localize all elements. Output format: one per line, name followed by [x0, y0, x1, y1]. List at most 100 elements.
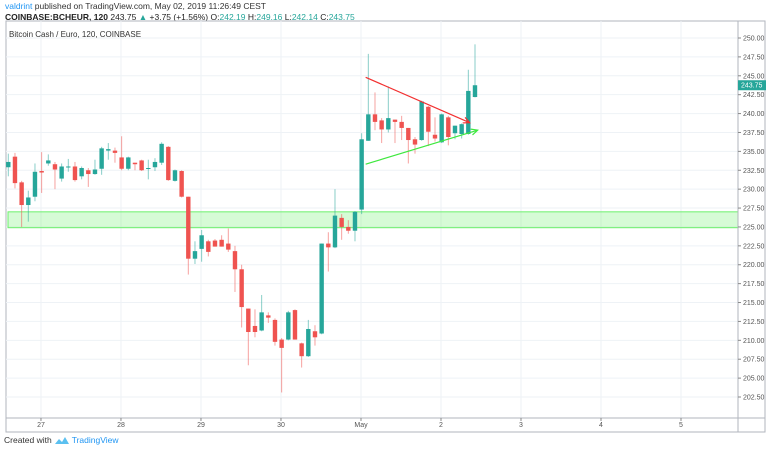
candle-body-down	[339, 217, 344, 227]
candle-body-down	[72, 166, 78, 181]
candle-body-down	[52, 164, 58, 170]
candle-body-down	[119, 157, 124, 169]
candle-body-down	[266, 315, 271, 318]
candle-body-up	[419, 101, 424, 141]
candle-body-down	[392, 119, 398, 122]
y-tick-label: 215.00	[743, 300, 765, 307]
candle-body-down	[39, 171, 44, 173]
y-tick-label: 220.00	[743, 262, 765, 269]
candle-body-down	[326, 243, 331, 248]
y-tick-label: 225.00	[743, 224, 765, 231]
candle-body-down	[446, 117, 451, 138]
candle-body-down	[112, 150, 118, 153]
trend-lines	[365, 76, 479, 165]
candle-body-down	[312, 331, 318, 338]
up-triangle-icon: ▲	[138, 12, 148, 22]
candle-body-down	[346, 226, 351, 231]
candle-body-down	[372, 114, 378, 122]
candle-body-down	[426, 106, 431, 132]
y-tick-label: 237.50	[743, 130, 765, 137]
y-tick-label: 212.50	[743, 319, 765, 326]
low-label: L:	[284, 12, 292, 22]
footer: Created with TradingView	[4, 435, 119, 445]
publish-info: valdrint published on TradingView.com, M…	[5, 1, 266, 11]
x-tick-label: May	[354, 422, 368, 429]
y-tick-label: 222.50	[743, 243, 765, 250]
candle-body-up	[66, 166, 71, 168]
candle-body-down	[166, 146, 171, 181]
y-tick-label: 242.50	[743, 92, 765, 99]
y-tick-label: 245.00	[743, 73, 765, 80]
last-price-badge	[738, 80, 766, 91]
support-zone-rect	[7, 211, 739, 229]
resistance-trend-line	[365, 76, 470, 124]
candle-body-up	[386, 118, 391, 130]
last-price-label: 243.75	[741, 83, 763, 90]
candle-body-up	[286, 312, 291, 340]
candle-body-up	[366, 114, 371, 141]
candle-body-down	[379, 120, 384, 130]
candle-body-up	[359, 139, 364, 210]
candles	[6, 44, 478, 393]
x-tick-label: 5	[679, 422, 683, 429]
candle-body-down	[412, 139, 418, 145]
x-tick-label: 27	[37, 422, 45, 429]
y-tick-label: 240.00	[743, 111, 765, 118]
publish-text: published on TradingView.com, May 02, 20…	[34, 1, 266, 11]
y-tick-label: 227.50	[743, 206, 765, 213]
candle-body-down	[432, 134, 438, 139]
candle-body-down	[226, 243, 231, 250]
x-tick-label: 29	[197, 422, 205, 429]
candle-body-up	[126, 157, 131, 169]
candle-body-down	[406, 127, 411, 141]
candle-body-up	[259, 312, 264, 331]
candle-body-up	[192, 251, 198, 259]
close-label: C:	[320, 12, 329, 22]
symbol-info: COINBASE:BCHEUR, 120 243.75 ▲ +3.75 (+1.…	[5, 12, 355, 22]
author-link[interactable]: valdrint	[5, 1, 33, 11]
candle-body-down	[86, 170, 91, 175]
candle-body-up	[319, 243, 324, 334]
y-tick-label: 210.00	[743, 338, 765, 345]
candle-body-down	[272, 319, 278, 342]
candle-body-down	[239, 269, 244, 308]
y-tick-label: 230.00	[743, 187, 765, 194]
y-tick-label: 232.50	[743, 168, 765, 175]
candle-body-up	[152, 161, 158, 168]
x-tick-label: 2	[439, 422, 443, 429]
candle-body-up	[26, 197, 31, 206]
x-tick-label: 30	[277, 422, 285, 429]
tradingview-logo-icon	[54, 436, 69, 444]
candle-body-down	[252, 325, 258, 333]
candle-body-down	[232, 251, 238, 270]
candle-body-up	[159, 143, 164, 163]
y-tick-label: 247.50	[743, 54, 765, 61]
candle-body-up	[459, 124, 464, 134]
y-tick-label: 202.50	[743, 395, 765, 402]
tradingview-link[interactable]: TradingView	[71, 435, 119, 445]
x-tick-label: 4	[599, 422, 603, 429]
open-label: O:	[210, 12, 220, 22]
candle-body-down	[292, 310, 298, 340]
candle-body-down	[212, 240, 218, 247]
y-tick-label: 235.00	[743, 149, 765, 156]
candle-body-up	[466, 90, 471, 134]
price-axis[interactable]: 250.00 247.50 245.00 242.50 240.00 237.50 235.…	[738, 36, 766, 402]
support-trend-line	[365, 129, 478, 165]
high-value: 249.16	[256, 12, 283, 22]
symbol-name: COINBASE:BCHEUR, 120	[5, 12, 108, 22]
candle-body-up	[79, 167, 84, 177]
time-axis[interactable]: 27 28 29 30 May 2 3 4 5	[37, 418, 683, 429]
candle-body-down	[12, 156, 18, 184]
candle-body-down	[206, 241, 211, 252]
candle-body-down	[179, 171, 184, 197]
grid	[6, 21, 738, 418]
x-tick-label: 3	[519, 422, 523, 429]
high-label: H:	[247, 12, 257, 22]
y-tick-label: 207.50	[743, 357, 765, 364]
candle-body-up	[6, 161, 11, 168]
candle-body-up	[332, 215, 338, 248]
candlestick-chart[interactable]: 250.00 247.50 245.00 242.50 240.00 237.50 235.…	[0, 0, 768, 435]
candle-body-down	[186, 196, 191, 259]
support-trend-line-arrowhead	[470, 128, 479, 136]
